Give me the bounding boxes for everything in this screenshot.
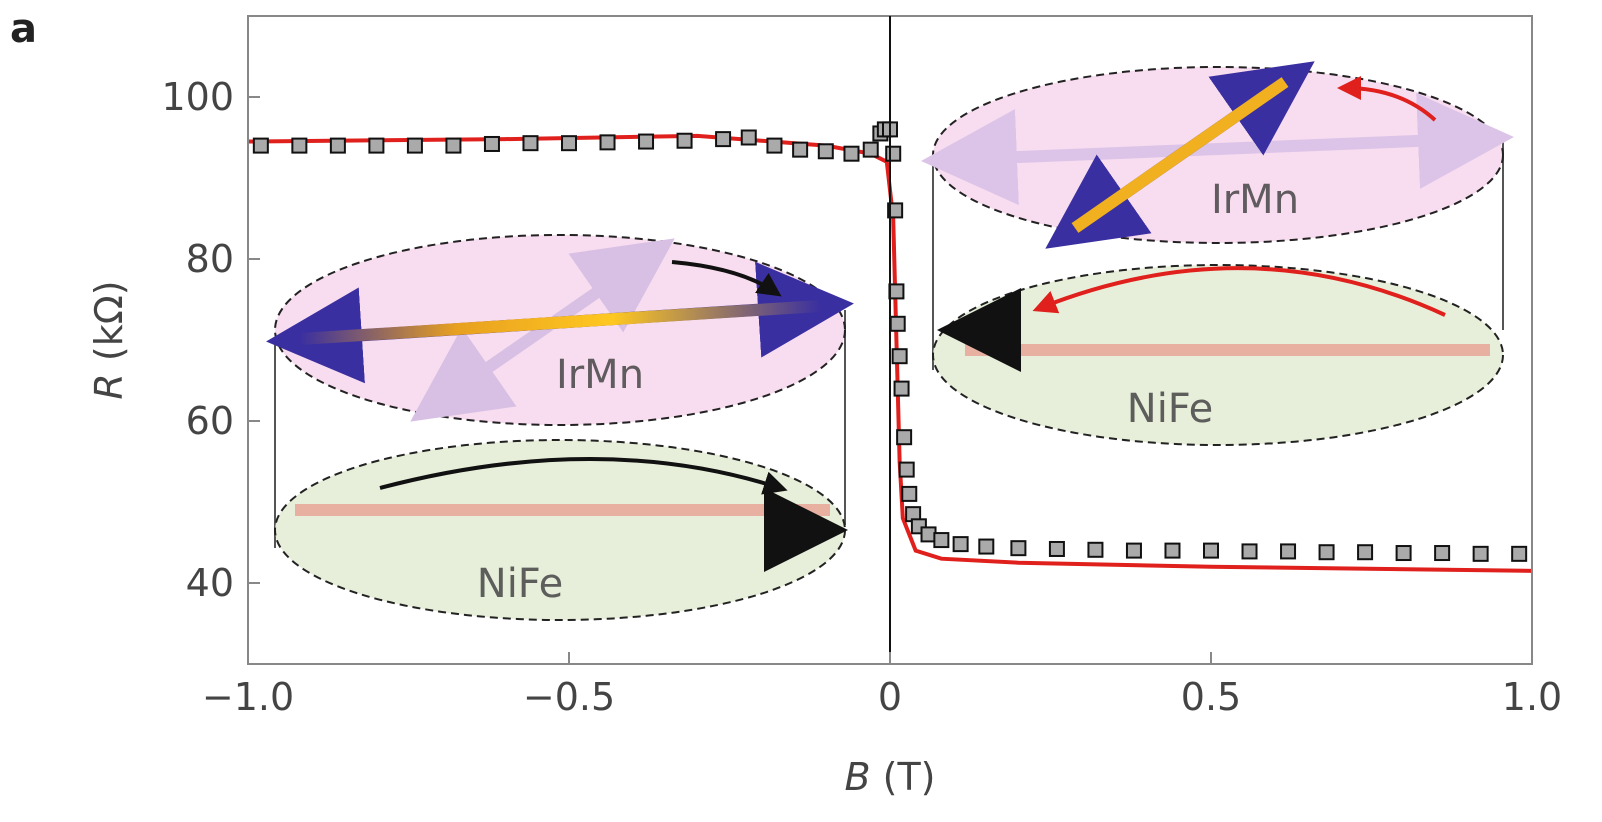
x-tick-label: 0 bbox=[878, 675, 902, 719]
data-point bbox=[446, 139, 460, 153]
data-point bbox=[716, 132, 730, 146]
data-point bbox=[1358, 545, 1372, 559]
data-point bbox=[886, 147, 900, 161]
annotation: IrMn bbox=[556, 352, 644, 398]
data-point bbox=[889, 284, 903, 298]
data-point bbox=[639, 135, 653, 149]
annotation: IrMn bbox=[1211, 177, 1299, 223]
data-point bbox=[897, 430, 911, 444]
data-point bbox=[767, 139, 781, 153]
data-point bbox=[1243, 544, 1257, 558]
data-point bbox=[902, 487, 916, 501]
data-point bbox=[331, 139, 345, 153]
data-point bbox=[1397, 546, 1411, 560]
data-point bbox=[895, 382, 909, 396]
data-point bbox=[1088, 543, 1102, 557]
data-point bbox=[1320, 545, 1334, 559]
y-tick-label: 60 bbox=[186, 399, 234, 443]
inset-right: IrMn NiFe bbox=[933, 67, 1503, 445]
data-point bbox=[1165, 544, 1179, 558]
y-tick-label: 100 bbox=[161, 75, 234, 119]
data-point bbox=[408, 139, 422, 153]
data-point bbox=[1204, 544, 1218, 558]
data-point bbox=[1474, 547, 1488, 561]
x-label-unit: (T) bbox=[883, 755, 936, 799]
y-label-var: R bbox=[87, 373, 131, 399]
data-point bbox=[979, 540, 993, 554]
data-point bbox=[844, 147, 858, 161]
data-point bbox=[954, 537, 968, 551]
x-axis-label: B (T) bbox=[844, 755, 935, 799]
data-point bbox=[523, 136, 537, 150]
data-point bbox=[1050, 542, 1064, 556]
inset-left: IrMn NiFe bbox=[275, 235, 845, 620]
data-point bbox=[1281, 544, 1295, 558]
data-point bbox=[819, 144, 833, 158]
data-point bbox=[893, 349, 907, 363]
data-point bbox=[934, 533, 948, 547]
y-tick-label: 80 bbox=[186, 237, 234, 281]
data-point bbox=[678, 134, 692, 148]
y-label-unit: (kΩ) bbox=[87, 280, 131, 361]
x-label-var: B bbox=[844, 755, 870, 799]
data-point bbox=[742, 131, 756, 145]
x-tick-label: 1.0 bbox=[1502, 675, 1562, 719]
data-point bbox=[292, 139, 306, 153]
y-axis-label: R (kΩ) bbox=[87, 280, 131, 399]
data-point bbox=[1512, 547, 1526, 561]
data-point bbox=[601, 135, 615, 149]
x-tick-label: 0.5 bbox=[1181, 675, 1241, 719]
x-tick-label: −1.0 bbox=[202, 675, 294, 719]
data-point bbox=[891, 317, 905, 331]
data-point bbox=[485, 137, 499, 151]
annotation: NiFe bbox=[1127, 386, 1213, 432]
data-point bbox=[1435, 546, 1449, 560]
data-point bbox=[562, 136, 576, 150]
data-point bbox=[1127, 544, 1141, 558]
data-point bbox=[1011, 541, 1025, 555]
y-tick-label: 40 bbox=[186, 561, 234, 605]
data-point bbox=[369, 139, 383, 153]
data-point bbox=[900, 463, 914, 477]
data-point bbox=[793, 143, 807, 157]
panel-label: a bbox=[10, 6, 37, 52]
data-point bbox=[254, 139, 268, 153]
data-point bbox=[864, 143, 878, 157]
x-tick-label: −0.5 bbox=[523, 675, 615, 719]
annotation: NiFe bbox=[477, 561, 563, 607]
chart: a IrMn NiFe IrMn NiFe B (T) R (kΩ) −1.0 −… bbox=[0, 0, 1602, 818]
